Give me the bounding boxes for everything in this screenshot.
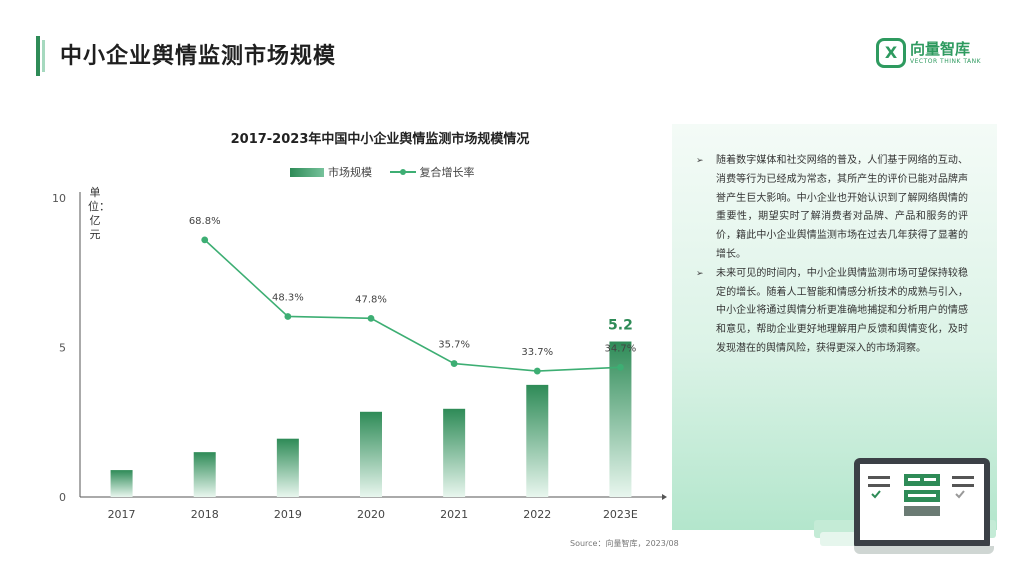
- insight-list: ➢ 随着数字媒体和社交网络的普及，人们基于网络的互动、消费等行为已经成为常态，其…: [696, 152, 968, 359]
- bar-value-label: 5.2: [608, 318, 633, 334]
- bar: [193, 452, 216, 497]
- y-tick-label: 5: [59, 342, 66, 355]
- x-tick-label: 2020: [357, 508, 385, 521]
- x-tick-label: 2023E: [603, 508, 638, 521]
- growth-rate-point: [367, 314, 375, 322]
- x-tick-label: 2018: [191, 508, 219, 521]
- bar: [276, 438, 299, 497]
- page-title: 中小企业舆情监测市场规模: [60, 44, 337, 69]
- x-tick-label: 2017: [108, 508, 136, 521]
- legend-bar-label: 市场规模: [328, 166, 372, 179]
- monitor-illustration: [814, 458, 996, 558]
- growth-rate-label: 33.7%: [521, 347, 553, 358]
- y-tick-label: 10: [52, 192, 66, 205]
- bar: [526, 384, 549, 497]
- growth-rate-point: [201, 236, 209, 244]
- bar: [360, 411, 382, 497]
- brand-subtitle: VECTOR THINK TANK: [910, 58, 982, 65]
- x-tick-label: 2019: [274, 508, 302, 521]
- growth-rate-label: 48.3%: [272, 292, 304, 303]
- x-tick-label: 2021: [440, 508, 468, 521]
- brand-name: 向量智库: [910, 40, 971, 58]
- bullet-arrow-icon: ➢: [696, 156, 704, 166]
- growth-rate-point: [450, 360, 458, 367]
- bullet-arrow-icon: ➢: [696, 268, 704, 279]
- growth-rate-point: [617, 363, 624, 371]
- title-accent: [36, 36, 46, 76]
- insight-item: ➢ 未来可见的时间内，中小企业舆情监测市场可望保持较稳定的增长。随着人工智能和情…: [696, 265, 968, 359]
- x-tick-label: 2022: [523, 508, 551, 521]
- growth-rate-point: [284, 313, 292, 320]
- growth-rate-point: [533, 367, 541, 375]
- chart-title: 2017-2023年中国中小企业舆情监测市场规模情况: [230, 132, 530, 147]
- growth-rate-label: 34.7%: [605, 343, 637, 354]
- legend-line-label: 复合增长率: [419, 166, 475, 179]
- growth-rate-label: 47.8%: [355, 294, 387, 305]
- insight-text: 未来可见的时间内，中小企业舆情监测市场可望保持较稳定的增长。随着人工智能和情感分…: [716, 267, 968, 354]
- brand-logo-icon: X: [876, 38, 906, 68]
- chart-legend: 市场规模 复合增长率: [290, 164, 475, 180]
- growth-rate-label: 68.8%: [189, 216, 221, 227]
- legend-line-swatch: [389, 167, 416, 177]
- insight-item: ➢ 随着数字媒体和社交网络的普及，人们基于网络的互动、消费等行为已经成为常态，其…: [696, 152, 968, 265]
- insight-text: 随着数字媒体和社交网络的普及，人们基于网络的互动、消费等行为已经成为常态，其所产…: [716, 155, 968, 260]
- source-note: Source：向量智库，2023/08: [570, 539, 679, 548]
- legend-bar-swatch: [290, 167, 324, 177]
- x-axis-arrow-icon: [662, 494, 667, 500]
- growth-rate-line: [204, 239, 621, 372]
- growth-rate-label: 35.7%: [438, 340, 470, 351]
- bar: [110, 470, 133, 497]
- y-tick-label: 0: [59, 491, 66, 504]
- bar: [443, 408, 466, 497]
- chart-canvas: 0 5 10 2017 2018 2019 2020 2021 2022 2023E 5.2 68…: [52, 192, 667, 521]
- bar: [609, 341, 632, 497]
- brand-logo: X 向量智库 VECTOR THINK TANK: [876, 36, 988, 72]
